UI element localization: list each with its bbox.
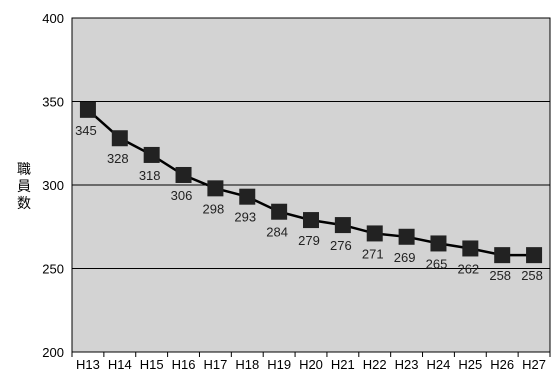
x-tick-label: H26 (490, 357, 514, 372)
data-label-group: 345 328 318 306 298 293 284 279 276 271 269 265 262 2… (75, 123, 543, 283)
data-point-marker (303, 212, 319, 229)
x-tick-label: H16 (172, 357, 196, 372)
x-axis-ticks: H13 H14 H15 H16 H17 H18 H19 H20 H21 H22 H23 H24 H25 H… (71, 352, 551, 372)
data-label: 279 (298, 233, 320, 248)
data-point-marker (398, 228, 415, 245)
y-axis-label-char: 数 (17, 196, 31, 212)
data-point-marker (494, 247, 511, 264)
data-point-marker (430, 235, 447, 252)
x-tick-label: H27 (522, 357, 546, 372)
grid-lines (72, 101, 550, 269)
x-tick-label: H25 (458, 357, 482, 372)
data-point-marker (207, 180, 224, 197)
data-label: 298 (203, 201, 225, 216)
data-point-marker (111, 130, 128, 147)
data-label: 269 (394, 250, 416, 265)
y-tick-label: 300 (42, 178, 64, 193)
x-tick-label: H19 (267, 357, 291, 372)
data-point-marker (366, 225, 383, 242)
data-point-marker (175, 166, 192, 183)
marker-group (79, 101, 543, 264)
x-tick-label: H23 (395, 357, 419, 372)
data-label: 293 (234, 210, 256, 225)
data-label: 318 (139, 168, 161, 183)
data-label: 271 (362, 246, 384, 261)
x-tick-label: H22 (363, 357, 387, 372)
y-tick-label: 250 (42, 262, 64, 277)
data-point-marker (79, 101, 96, 118)
data-label: 265 (426, 256, 448, 271)
x-tick-label: H15 (140, 357, 164, 372)
data-label: 345 (75, 123, 97, 138)
y-tick-label: 350 (42, 95, 64, 110)
x-tick-label: H18 (235, 357, 259, 372)
x-tick-label: H13 (76, 357, 100, 372)
data-label: 276 (330, 238, 352, 253)
y-axis-label: 職員数 (17, 162, 31, 212)
y-tick-label: 200 (42, 345, 64, 360)
data-label: 262 (457, 261, 479, 276)
data-point-marker (239, 188, 256, 205)
y-axis-label-char: 員 (17, 179, 31, 195)
data-point-marker (143, 146, 160, 163)
x-tick-label: H20 (299, 357, 323, 372)
x-tick-label: H17 (203, 357, 227, 372)
x-tick-label: H24 (427, 357, 451, 372)
x-tick-label: H14 (108, 357, 132, 372)
data-label: 258 (521, 268, 543, 283)
x-tick-label: H21 (331, 357, 355, 372)
data-point-marker (462, 240, 479, 257)
data-label: 284 (266, 225, 288, 240)
y-axis-label-char: 職 (17, 162, 31, 178)
data-point-marker (271, 203, 288, 220)
y-axis-ticks: 200 250 300 350 400 (42, 11, 64, 360)
data-label: 306 (171, 188, 193, 203)
data-label: 328 (107, 151, 129, 166)
data-label: 258 (489, 268, 511, 283)
y-tick-label: 400 (42, 11, 64, 26)
data-point-marker (334, 217, 351, 234)
data-point-marker (526, 247, 543, 264)
